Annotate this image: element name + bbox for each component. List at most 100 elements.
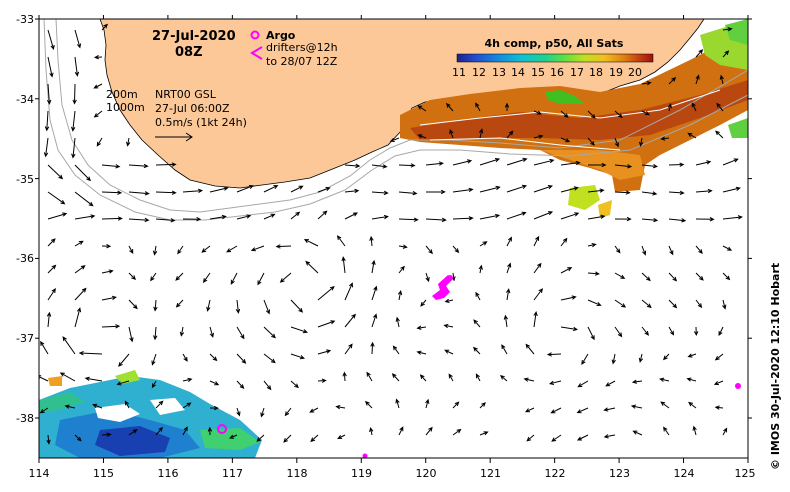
current-arrow [687, 353, 697, 358]
x-tick-label: 120 [416, 467, 437, 480]
current-arrow [668, 272, 678, 282]
current-arrow [206, 299, 211, 312]
sst-colorbar-ticks: 11 12 13 14 15 16 17 18 19 20 [452, 66, 642, 79]
current-arrow [452, 187, 474, 193]
current-arrow [668, 245, 674, 256]
current-arrow [93, 83, 103, 89]
current-arrow [614, 326, 623, 338]
current-arrow [207, 426, 213, 436]
current-arrow [722, 158, 739, 166]
current-arrow [151, 353, 157, 366]
current-arrow [587, 326, 595, 341]
current-arrow [101, 164, 121, 169]
current-arrow [182, 353, 188, 362]
current-arrow [342, 371, 347, 382]
current-arrow [718, 326, 724, 337]
sst-tick-label: 12 [472, 66, 486, 79]
current-arrow [392, 345, 400, 355]
current-arrow [641, 191, 658, 196]
current-arrow [344, 212, 359, 220]
current-arrow [550, 407, 562, 414]
current-arrow [260, 407, 265, 418]
current-arrow [560, 237, 568, 247]
current-arrow [284, 407, 292, 417]
y-axis-labels: -33 -34 -35 -36 -37 -38 [16, 13, 34, 425]
current-arrow [722, 186, 741, 193]
current-arrow [560, 110, 569, 118]
sst-patch-bight [400, 19, 748, 218]
contour-200m-label: 200m [106, 88, 138, 101]
current-arrow [419, 374, 427, 382]
argo-legend-label: Argo [266, 29, 296, 42]
current-arrow [317, 320, 336, 328]
current-arrow [179, 326, 185, 337]
plot-frame [38, 18, 749, 459]
current-arrow [398, 426, 404, 436]
drifter-markers [362, 275, 741, 458]
current-arrow [46, 311, 52, 328]
current-arrow [668, 218, 687, 223]
current-arrow [39, 375, 49, 382]
x-tick-label: 123 [609, 467, 630, 480]
current-arrow [417, 134, 427, 139]
current-arrow [305, 260, 319, 274]
current-arrow [101, 243, 112, 249]
current-arrow [153, 326, 158, 341]
current-arrow [152, 245, 158, 256]
model-name-label: NRT00 GSL [155, 88, 217, 101]
current-arrow [719, 74, 724, 85]
x-tick-label: 115 [93, 467, 114, 480]
axis-ticks [35, 15, 752, 463]
current-arrow [452, 216, 474, 221]
x-tick-label: 125 [735, 467, 756, 480]
current-arrow [641, 163, 659, 169]
current-arrow [560, 326, 579, 332]
current-arrow [236, 214, 252, 220]
current-arrow [398, 265, 405, 274]
current-arrow [290, 185, 304, 193]
current-arrow [128, 191, 150, 196]
current-arrow [587, 271, 600, 276]
x-axis-labels: 114 115 116 117 118 119 120 121 122 123 … [29, 467, 756, 480]
current-arrow [336, 235, 346, 247]
current-arrow [71, 110, 76, 132]
current-arrow [660, 136, 670, 141]
current-arrow [309, 407, 319, 413]
current-arrow [74, 307, 82, 328]
current-arrow [614, 190, 631, 195]
current-arrow [506, 157, 528, 166]
current-arrow [479, 402, 486, 409]
current-arrow [59, 372, 76, 382]
current-arrow [155, 162, 177, 167]
current-arrow [449, 129, 454, 139]
x-tick-label: 119 [351, 467, 372, 480]
current-arrow [182, 426, 188, 436]
current-arrow [525, 343, 535, 355]
current-arrow [283, 434, 292, 443]
current-arrow [44, 110, 50, 132]
current-arrow [182, 188, 204, 194]
current-arrow [445, 102, 454, 112]
x-tick-label: 114 [29, 467, 50, 480]
current-arrow [695, 49, 704, 58]
current-arrow [250, 245, 265, 252]
current-arrow [177, 245, 184, 255]
current-arrow [236, 326, 245, 340]
current-arrow [344, 343, 353, 355]
x-tick-label: 122 [545, 467, 566, 480]
date-label: 27-Jul-2020 [152, 29, 236, 44]
current-arrow [229, 434, 238, 439]
current-arrow [46, 83, 52, 105]
current-arrow [614, 137, 619, 148]
x-tick-label: 117 [222, 467, 243, 480]
current-arrow [317, 349, 332, 355]
x-tick-label: 118 [287, 467, 308, 480]
current-arrow [714, 353, 724, 361]
current-arrow [695, 299, 703, 309]
current-arrow [236, 353, 247, 364]
current-arrow [416, 325, 427, 330]
current-arrow [344, 282, 353, 301]
current-arrow [371, 164, 388, 169]
argo-float-marker [217, 424, 227, 434]
current-arrow [560, 212, 580, 220]
